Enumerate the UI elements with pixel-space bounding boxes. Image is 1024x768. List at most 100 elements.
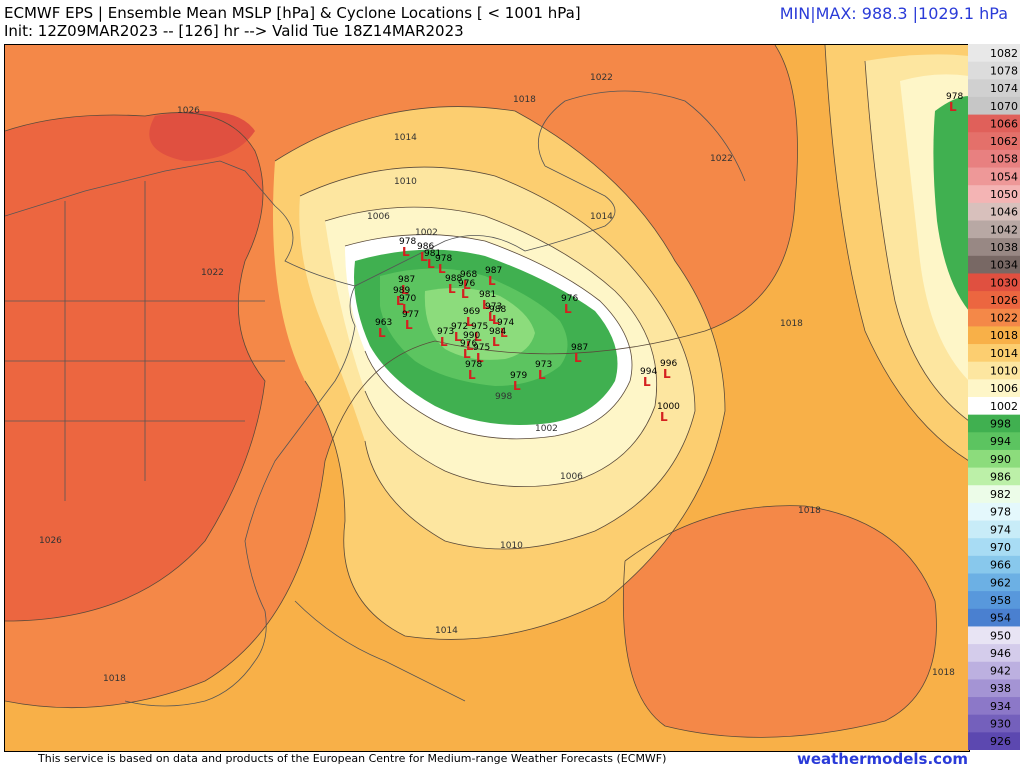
cyclone-pressure: 976	[458, 279, 475, 289]
low-marker: L	[564, 302, 572, 316]
contour-label: 1002	[415, 228, 438, 238]
legend-swatch	[968, 291, 1020, 310]
legend-swatch	[968, 202, 1020, 221]
map-svg: 1026 1022 1018 1014 1010 1006 1002 1022 1014 1022…	[5, 45, 969, 751]
legend-label: 1026	[990, 294, 1018, 307]
legend-label: 962	[990, 576, 1011, 589]
contour-label: 1010	[500, 541, 523, 551]
cyclone-pressure: 987	[571, 343, 588, 353]
cyclone-pressure: 986	[417, 242, 434, 252]
legend-label: 930	[990, 718, 1011, 731]
cyclone-pressure: 978	[946, 92, 963, 102]
footer-credit: This service is based on data and produc…	[38, 752, 667, 765]
legend-swatch	[968, 467, 1020, 486]
cyclone-pressure: 969	[463, 307, 480, 317]
legend-swatch	[968, 414, 1020, 433]
legend-label: 1010	[990, 365, 1018, 378]
low-marker: L	[427, 257, 435, 271]
low-marker: L	[402, 245, 410, 259]
legend-label: 926	[990, 735, 1011, 748]
legend-label: 1038	[990, 241, 1018, 254]
low-marker: L	[500, 326, 508, 340]
cyclone-pressure: 972	[451, 322, 468, 332]
contour-label: 1022	[201, 268, 224, 278]
legend-swatch	[968, 661, 1020, 680]
legend-label: 1070	[990, 100, 1018, 113]
low-marker: L	[438, 262, 446, 276]
legend-label: 1046	[990, 206, 1018, 219]
low-marker: L	[461, 287, 469, 301]
field-1022-southeast	[623, 505, 937, 738]
low-marker: L	[660, 410, 668, 424]
legend-swatch	[968, 44, 1020, 63]
contour-label: 998	[495, 392, 512, 402]
cyclone-pressure: 1000	[657, 402, 680, 412]
low-marker: L	[476, 351, 484, 365]
legend-label: 934	[990, 700, 1011, 713]
low-marker: L	[643, 375, 651, 389]
field-1026-core	[149, 111, 255, 161]
legend-swatch	[968, 167, 1020, 186]
low-marker: L	[482, 298, 490, 312]
contour-labels: 1026 1022 1018 1014 1010 1006 1002 1022 1014 1022…	[39, 73, 955, 684]
legend-label: 982	[990, 488, 1011, 501]
coastlines	[5, 90, 746, 707]
low-marker: L	[538, 368, 546, 382]
cyclone-pressure: 975	[471, 322, 488, 332]
low-marker: L	[440, 335, 448, 349]
legend-label: 1050	[990, 188, 1018, 201]
cyclone-pressure: 978	[435, 254, 452, 264]
cyclone-pressure: 970	[399, 294, 416, 304]
cyclone-pressure: 974	[497, 318, 514, 328]
cyclone-pressure: 996	[660, 359, 677, 369]
legend-swatch	[968, 573, 1020, 592]
legend-swatch	[968, 679, 1020, 698]
legend-label: 986	[990, 470, 1011, 483]
cyclone-pressure: 976	[460, 339, 477, 349]
low-marker: L	[396, 294, 404, 308]
legend-swatch	[968, 149, 1020, 169]
contour-label: 1014	[435, 626, 458, 636]
legend-label: 974	[990, 523, 1011, 536]
legend-label: 1006	[990, 382, 1018, 395]
legend-swatch	[968, 361, 1020, 380]
legend-label: 970	[990, 541, 1011, 554]
low-marker: L	[663, 367, 671, 381]
legend-svg: 1082 1078 1074 1070 1066 1062 1058 1054 1050 1046…	[968, 44, 1020, 751]
legend-label: 954	[990, 612, 1011, 625]
legend-swatch	[968, 608, 1020, 627]
low-marker: L	[401, 283, 409, 297]
legend-swatch	[968, 520, 1020, 539]
legend-label: 994	[990, 435, 1011, 448]
legend-swatch	[968, 538, 1020, 557]
legend-label: 1002	[990, 400, 1018, 413]
contour-label: 1026	[177, 106, 200, 116]
low-marker: L	[513, 379, 521, 393]
contour-label: 1018	[103, 674, 126, 684]
contour-label: 1018	[513, 95, 536, 105]
legend-swatch	[968, 344, 1020, 363]
legend-label: 978	[990, 506, 1011, 519]
legend-swatch	[968, 485, 1020, 504]
field-1026	[5, 112, 265, 622]
low-marker: L	[474, 330, 482, 344]
legend-label: 938	[990, 682, 1011, 695]
low-marker: L	[574, 351, 582, 365]
contour-label: 1014	[590, 212, 613, 222]
legend-swatch	[968, 185, 1020, 204]
legend-label: 950	[990, 629, 1011, 642]
legend-label: 1066	[990, 117, 1018, 130]
contour-label: 1018	[798, 506, 821, 516]
legend-label: 966	[990, 559, 1011, 572]
legend-label: 958	[990, 594, 1011, 607]
legend-label: 946	[990, 647, 1011, 660]
legend-swatch	[968, 132, 1020, 151]
contour-label: 1018	[780, 319, 803, 329]
contour-lines	[5, 45, 969, 738]
low-marker: L	[454, 330, 462, 344]
cyclone-pressure: 963	[375, 318, 392, 328]
legend-swatch	[968, 273, 1020, 292]
brand-link[interactable]: weathermodels.com	[796, 750, 968, 768]
cyclone-pressure: 988	[445, 274, 462, 284]
low-marker: L	[463, 278, 471, 292]
